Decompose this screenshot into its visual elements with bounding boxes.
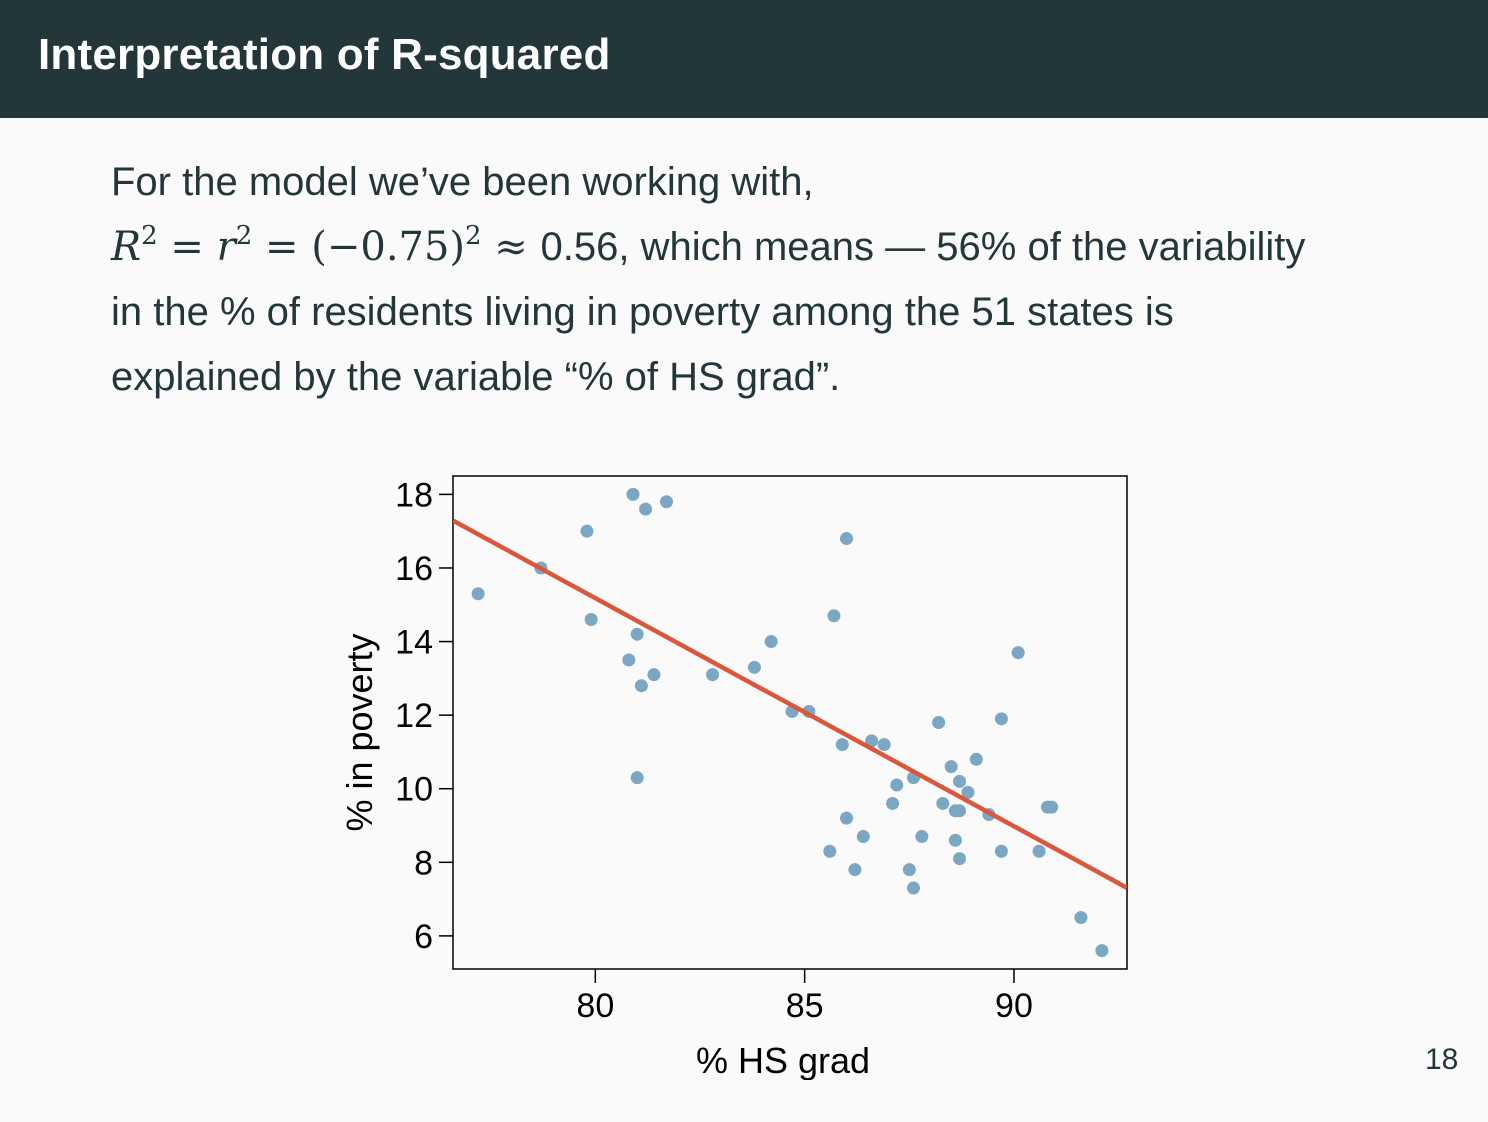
data-point bbox=[840, 811, 854, 825]
formula-line: R2 = r2 = (−0.75)2 ≈ 0.56, which means —… bbox=[111, 215, 1411, 280]
data-point bbox=[953, 774, 967, 788]
slide-title: Interpretation of R-squared bbox=[38, 30, 611, 79]
y-tick-label: 16 bbox=[395, 550, 433, 588]
data-point bbox=[953, 852, 967, 866]
data-point bbox=[865, 734, 879, 748]
intro-line: For the model we’ve been working with, bbox=[111, 160, 814, 204]
formula: R2 = r2 = (−0.75)2 ≈ bbox=[111, 221, 541, 270]
data-point bbox=[622, 653, 636, 667]
data-point bbox=[969, 752, 983, 766]
data-point bbox=[827, 609, 841, 623]
data-point bbox=[906, 881, 920, 895]
x-axis-label: % HS grad bbox=[696, 1040, 870, 1080]
data-point bbox=[639, 502, 653, 516]
formula-exp-3: 2 bbox=[465, 221, 482, 251]
data-point bbox=[953, 804, 967, 818]
data-point bbox=[647, 668, 661, 682]
body-line-3: in the % of residents living in poverty … bbox=[111, 290, 1174, 334]
data-point bbox=[1032, 844, 1046, 858]
data-point bbox=[886, 796, 900, 810]
data-point bbox=[630, 771, 644, 785]
formula-exp-1: 2 bbox=[141, 221, 158, 251]
data-point bbox=[856, 830, 870, 844]
y-tick-label: 8 bbox=[414, 844, 433, 882]
y-tick-label: 10 bbox=[395, 771, 433, 809]
data-point bbox=[764, 635, 778, 649]
x-tick-label: 90 bbox=[995, 987, 1033, 1025]
data-point bbox=[634, 679, 648, 693]
data-point bbox=[580, 524, 594, 538]
data-point bbox=[994, 712, 1008, 726]
y-axis-label: % in poverty bbox=[339, 633, 380, 831]
data-point bbox=[584, 612, 598, 626]
data-point bbox=[915, 830, 929, 844]
formula-rest: 0.56, which means — 56% of the variabili… bbox=[540, 225, 1306, 269]
formula-exp-2: 2 bbox=[235, 221, 253, 251]
formula-eq-2: = (−0.75) bbox=[252, 224, 466, 270]
slide-body: For the model we’ve been working with, R… bbox=[111, 150, 1411, 410]
y-tick-label: 14 bbox=[395, 624, 433, 662]
page-number: 18 bbox=[1425, 1043, 1459, 1076]
data-point bbox=[890, 778, 904, 792]
data-point bbox=[1095, 944, 1109, 958]
formula-R: R bbox=[111, 224, 142, 270]
data-point bbox=[840, 532, 854, 546]
formula-eq-1: = bbox=[157, 224, 217, 270]
y-tick-label: 12 bbox=[395, 697, 433, 735]
data-point bbox=[902, 863, 916, 877]
data-point bbox=[660, 495, 674, 509]
data-point bbox=[994, 844, 1008, 858]
data-point bbox=[706, 668, 720, 682]
data-point bbox=[626, 487, 640, 501]
y-tick-label: 18 bbox=[395, 476, 433, 514]
data-point bbox=[471, 587, 485, 601]
y-tick-label: 6 bbox=[414, 918, 433, 956]
data-point bbox=[932, 716, 946, 729]
data-point bbox=[848, 863, 862, 877]
data-point bbox=[1045, 800, 1059, 814]
regression-line bbox=[453, 518, 1127, 890]
body-line-4: explained by the variable “% of HS grad”… bbox=[111, 355, 841, 399]
scatter-chart: 6 8 10 12 14 16 18 80 85 90 % HS grad % in poverty bbox=[339, 475, 1128, 1080]
data-point bbox=[1074, 910, 1088, 924]
data-point bbox=[961, 785, 975, 799]
formula-approx: ≈ bbox=[481, 224, 541, 270]
data-point bbox=[835, 738, 849, 752]
data-point bbox=[877, 738, 891, 752]
formula-r: r bbox=[216, 224, 236, 270]
plot-frame bbox=[452, 475, 1128, 970]
data-point bbox=[630, 627, 644, 641]
data-point bbox=[747, 660, 761, 674]
slide-header: Interpretation of R-squared bbox=[0, 0, 1488, 118]
data-point bbox=[948, 833, 962, 847]
x-tick-label: 80 bbox=[576, 987, 614, 1025]
data-point bbox=[1011, 646, 1025, 660]
data-point bbox=[823, 844, 837, 858]
x-tick-label: 85 bbox=[786, 987, 824, 1025]
data-point bbox=[936, 796, 950, 810]
data-point bbox=[944, 760, 958, 774]
